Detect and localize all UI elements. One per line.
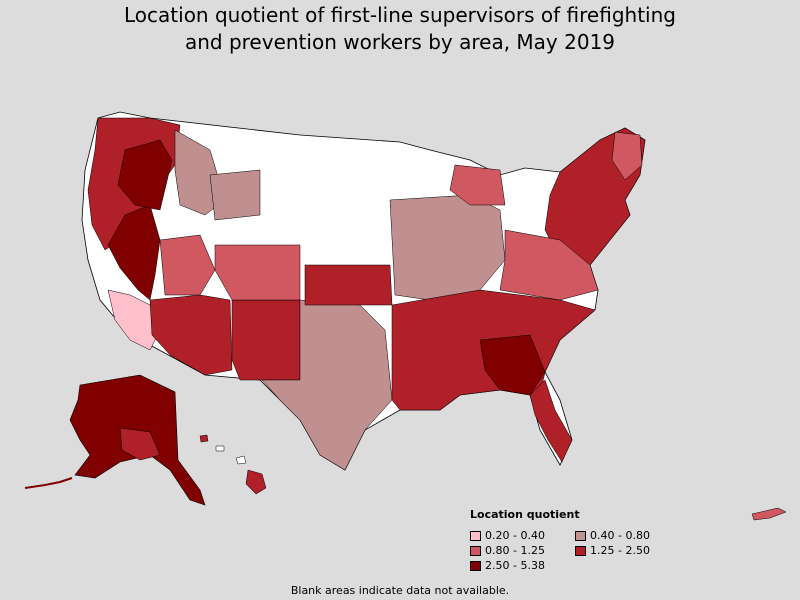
legend-items: 0.20 - 0.40 0.40 - 0.80 0.80 - 1.25 1.25… — [470, 529, 700, 572]
legend-label-0: 0.20 - 0.40 — [485, 529, 545, 542]
hawaii-kauai — [199, 434, 209, 443]
map-title-line-1: Location quotient of first-line supervis… — [124, 3, 676, 27]
alaska-southwest — [119, 427, 161, 461]
legend-swatch-3 — [575, 545, 586, 556]
region-nevada-very-high — [107, 204, 161, 301]
legend-swatch-0 — [470, 530, 481, 541]
legend-label-4: 2.50 - 5.38 — [485, 559, 545, 572]
legend-label-3: 1.25 - 2.50 — [590, 544, 650, 557]
region-maine-mid — [611, 131, 643, 181]
region-arizona-high — [149, 294, 233, 376]
region-new-mexico-high — [231, 299, 301, 381]
legend-item-1: 0.40 - 0.80 — [575, 529, 685, 542]
legend-label-1: 0.40 - 0.80 — [590, 529, 650, 542]
region-southern-california-low — [107, 289, 161, 351]
map-title-line-2: and prevention workers by area, May 2019 — [184, 30, 616, 54]
legend-swatch-2 — [470, 545, 481, 556]
hawaii-oahu — [215, 445, 225, 452]
region-michigan-mid — [449, 164, 506, 206]
hawaii-big-island — [245, 469, 267, 495]
region-texas-mid — [261, 299, 393, 471]
region-oregon-very-high — [117, 139, 173, 211]
legend-title: Location quotient — [470, 508, 580, 521]
puerto-rico — [751, 507, 787, 521]
footnote: Blank areas indicate data not available. — [290, 584, 510, 597]
region-utah-mixed — [159, 234, 216, 296]
legend-item-3: 1.25 - 2.50 — [575, 544, 685, 557]
legend-item-2: 0.80 - 1.25 — [470, 544, 575, 557]
legend: Location quotient 0.20 - 0.40 0.40 - 0.8… — [470, 508, 700, 572]
hawaii-maui — [235, 455, 247, 465]
region-florida-high — [529, 379, 573, 463]
legend-item-4: 2.50 - 5.38 — [470, 559, 575, 572]
legend-label-2: 0.80 - 1.25 — [485, 544, 545, 557]
region-colorado-mixed — [214, 244, 301, 301]
region-kansas-high — [304, 264, 393, 306]
region-wyoming-mid — [209, 169, 261, 221]
aleutian-islands — [24, 477, 73, 489]
legend-swatch-4 — [470, 560, 481, 571]
legend-item-0: 0.20 - 0.40 — [470, 529, 575, 542]
region-mid-atlantic-mixed — [499, 229, 599, 301]
map-title: Location quotient of first-line supervis… — [0, 2, 800, 56]
legend-swatch-1 — [575, 530, 586, 541]
